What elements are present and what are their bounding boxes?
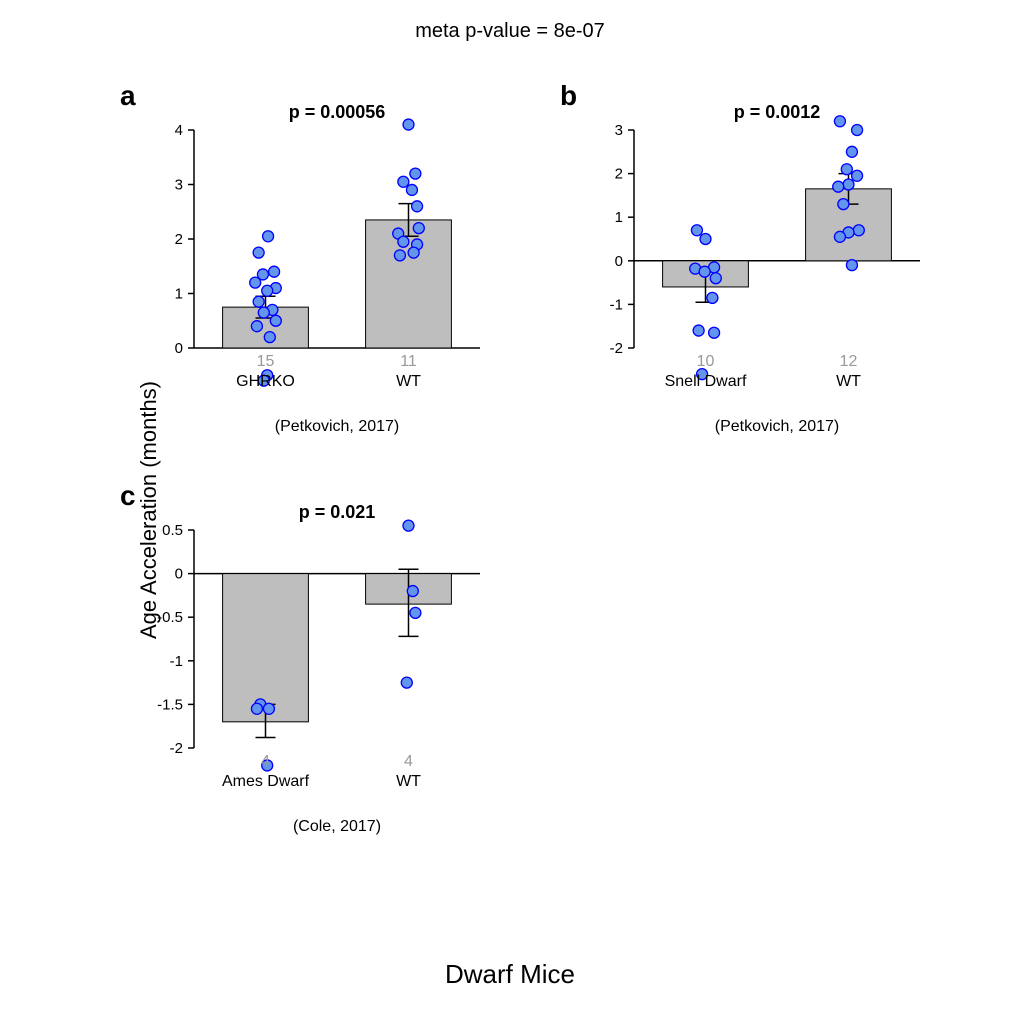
citation: (Cole, 2017) bbox=[194, 818, 480, 836]
data-point bbox=[398, 176, 409, 187]
panel-letter: c bbox=[120, 480, 136, 512]
data-point bbox=[410, 168, 421, 179]
data-point bbox=[269, 266, 280, 277]
y-tick-label: -1 bbox=[610, 296, 623, 313]
y-tick-label: 1 bbox=[615, 209, 623, 226]
meta-title: meta p-value = 8e-07 bbox=[0, 20, 1020, 43]
citation: (Petkovich, 2017) bbox=[194, 418, 480, 436]
bar bbox=[223, 574, 309, 722]
n-label: 4 bbox=[261, 753, 270, 770]
data-point bbox=[707, 292, 718, 303]
y-tick-label: 0 bbox=[175, 340, 183, 357]
y-tick-label: 0 bbox=[615, 253, 623, 270]
data-point bbox=[253, 247, 264, 258]
data-point bbox=[263, 703, 274, 714]
data-point bbox=[253, 296, 264, 307]
group-label: GHRKO bbox=[236, 373, 295, 390]
data-point bbox=[398, 236, 409, 247]
data-point bbox=[408, 247, 419, 258]
data-point bbox=[852, 170, 863, 181]
y-tick-label: 3 bbox=[175, 177, 183, 194]
y-tick-label: 2 bbox=[175, 231, 183, 248]
data-point bbox=[270, 315, 281, 326]
y-tick-label: -1.5 bbox=[157, 696, 183, 713]
data-point bbox=[700, 234, 711, 245]
y-tick-label: -2 bbox=[610, 340, 623, 357]
y-tick-label: 3 bbox=[615, 122, 623, 139]
panel-pvalue: p = 0.00056 bbox=[194, 102, 480, 123]
y-tick-label: 4 bbox=[175, 122, 183, 139]
data-point bbox=[410, 607, 421, 618]
y-tick-label: 0 bbox=[175, 566, 183, 583]
data-point bbox=[699, 266, 710, 277]
data-point bbox=[846, 146, 857, 157]
y-tick-label: -1 bbox=[170, 653, 183, 670]
panel-letter: a bbox=[120, 80, 136, 112]
group-label: WT bbox=[836, 373, 861, 390]
data-point bbox=[251, 321, 262, 332]
y-tick-label: 0.5 bbox=[162, 522, 183, 539]
bar-chart: -2-1012310Snell Dwarf12WT bbox=[560, 80, 940, 390]
data-point bbox=[691, 225, 702, 236]
panel-c: c p = 0.021 -2 -1.5 -1 -0.5 0 0.5 4 Ames Dwarf 4 WT… bbox=[120, 480, 500, 870]
n-label: 12 bbox=[840, 353, 858, 370]
data-point bbox=[406, 184, 417, 195]
panel-b: bp = 0.0012-2-1012310Snell Dwarf12WT(Pet… bbox=[560, 80, 940, 470]
data-point bbox=[262, 285, 273, 296]
data-point bbox=[846, 260, 857, 271]
data-point bbox=[412, 201, 423, 212]
group-label: WT bbox=[396, 373, 421, 390]
data-point bbox=[843, 179, 854, 190]
y-tick-label: -0.5 bbox=[157, 609, 183, 626]
group-label: Snell Dwarf bbox=[665, 373, 747, 390]
n-label: 10 bbox=[697, 353, 715, 370]
data-point bbox=[853, 225, 864, 236]
panel-pvalue: p = 0.021 bbox=[194, 502, 480, 523]
data-point bbox=[833, 181, 844, 192]
n-label: 11 bbox=[400, 353, 417, 370]
panel-letter: b bbox=[560, 80, 577, 112]
data-point bbox=[852, 125, 863, 136]
y-tick-label: 1 bbox=[175, 286, 183, 303]
data-point bbox=[258, 307, 269, 318]
data-point bbox=[413, 223, 424, 234]
data-point bbox=[710, 273, 721, 284]
data-point bbox=[838, 199, 849, 210]
group-label: WT bbox=[396, 773, 421, 790]
data-point bbox=[693, 325, 704, 336]
data-point bbox=[263, 231, 274, 242]
data-point bbox=[251, 703, 262, 714]
data-point bbox=[407, 586, 418, 597]
data-point bbox=[401, 677, 412, 688]
data-point bbox=[841, 164, 852, 175]
panel-a: a p = 0.00056 0 1 2 3 4 15 GHRKO 11 WT (Petkovich, … bbox=[120, 80, 500, 470]
panel-pvalue: p = 0.0012 bbox=[634, 102, 920, 123]
n-label: 4 bbox=[404, 753, 413, 770]
n-label: 15 bbox=[257, 353, 275, 370]
data-point bbox=[250, 277, 261, 288]
bar-chart: -2 -1.5 -1 -0.5 0 0.5 4 Ames Dwarf 4 WT bbox=[120, 480, 500, 790]
data-point bbox=[394, 250, 405, 261]
data-point bbox=[709, 327, 720, 338]
data-point bbox=[834, 231, 845, 242]
citation: (Petkovich, 2017) bbox=[634, 418, 920, 436]
x-axis-label: Dwarf Mice bbox=[0, 959, 1020, 990]
group-label: Ames Dwarf bbox=[222, 773, 310, 790]
y-tick-label: -2 bbox=[170, 740, 183, 757]
y-tick-label: 2 bbox=[615, 166, 623, 183]
data-point bbox=[264, 332, 275, 343]
bar-chart: 0 1 2 3 4 15 GHRKO 11 WT bbox=[120, 80, 500, 390]
